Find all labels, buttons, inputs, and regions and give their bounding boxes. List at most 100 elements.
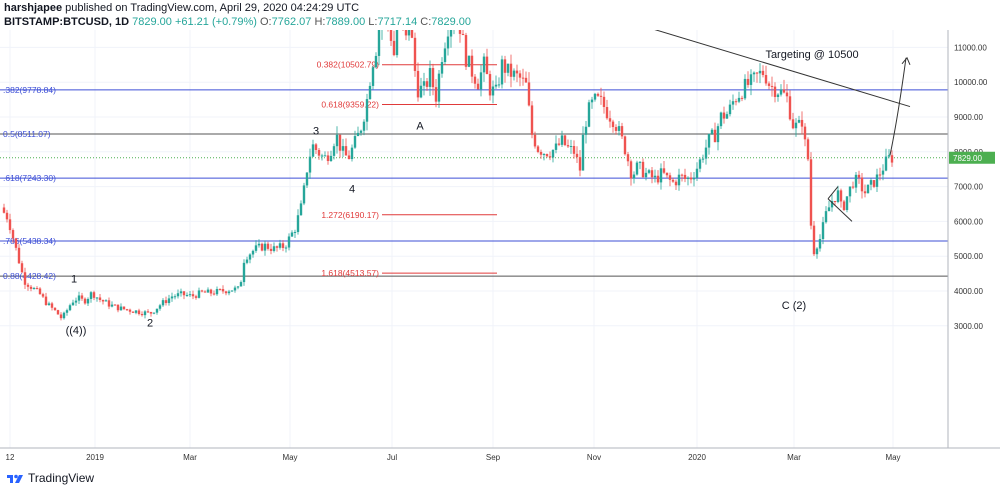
candle-body <box>503 59 507 73</box>
candle-body <box>767 83 771 86</box>
candle-body <box>509 63 513 77</box>
x-tick-label: Mar <box>183 453 197 462</box>
candle-body <box>794 122 798 129</box>
candle-body <box>134 310 138 313</box>
projection-arrowhead <box>901 56 911 66</box>
candle-body <box>533 134 537 147</box>
candle-body <box>707 133 711 148</box>
candle-body <box>206 289 210 293</box>
y-tick-label: 9000.00 <box>954 113 983 122</box>
price-chart[interactable]: .382(9778.84) .618(7243.30) .786(5438.34) 0… <box>0 30 1000 466</box>
low-value: 7717.14 <box>377 16 418 28</box>
candle-body <box>329 155 333 162</box>
candle-body <box>320 155 324 157</box>
candle-body <box>596 93 600 96</box>
candle-body <box>677 174 681 186</box>
candle-body <box>38 288 42 295</box>
x-tick-label: 12 <box>6 453 15 462</box>
candle-body <box>353 136 357 148</box>
candle-body <box>758 70 762 74</box>
candle-body <box>473 76 477 84</box>
candle-body <box>392 40 396 56</box>
open-label: O: <box>259 16 272 28</box>
candle-body <box>362 121 366 131</box>
candle-body <box>650 170 654 178</box>
candle-body <box>299 203 303 216</box>
candle-body <box>23 272 27 285</box>
symbol-label: BITSTAMP:BTCUSD, 1D <box>4 16 130 28</box>
candle-body <box>308 156 312 173</box>
candle-body <box>746 78 750 85</box>
candle-body <box>230 290 234 292</box>
candle-body <box>500 59 504 85</box>
candle-body <box>536 146 540 152</box>
candle-body <box>629 161 633 179</box>
candle-body <box>119 306 123 311</box>
candle-body <box>587 102 591 127</box>
candle-body <box>356 132 360 137</box>
candle-body <box>296 215 300 232</box>
candle-body <box>833 200 837 203</box>
candle-body <box>749 74 753 85</box>
candle-body <box>560 135 564 145</box>
candle-body <box>698 159 702 169</box>
candle-body <box>293 231 297 233</box>
tradingview-footer[interactable]: TradingView <box>6 471 94 485</box>
candle-body <box>464 35 468 67</box>
candle-body <box>347 155 351 160</box>
ohlc-line: BITSTAMP:BTCUSD, 1D 7829.00 +61.21 (+0.7… <box>4 16 471 28</box>
fib-red-label: 0.382(10502.79) <box>317 60 380 70</box>
candle-body <box>875 174 879 187</box>
last-price-tag <box>949 151 995 164</box>
fib-red-label: 1.618(4513.57) <box>321 268 379 278</box>
candle-body <box>368 85 372 100</box>
author-name[interactable]: harshjapee <box>4 2 63 14</box>
candle-body <box>407 30 411 36</box>
candle-body <box>818 239 822 249</box>
x-tick-label: Mar <box>787 453 801 462</box>
y-axis: 14000.0013000.0012000.0011000.0010000.00… <box>949 43 995 331</box>
candle-body <box>83 298 87 304</box>
candle-body <box>248 254 252 260</box>
plot-area <box>0 30 948 466</box>
candle-body <box>170 296 174 299</box>
candle-body <box>680 174 684 176</box>
candle-body <box>527 82 531 106</box>
candle-body <box>32 288 36 290</box>
fib-blue-label: .618(7243.30) <box>3 173 56 183</box>
candle-body <box>806 139 810 160</box>
wave-label: 4 <box>349 183 355 195</box>
candle-body <box>266 243 270 249</box>
candle-body <box>365 99 369 122</box>
candle-body <box>122 306 126 310</box>
candle-body <box>245 259 249 263</box>
candle-body <box>803 126 807 140</box>
candle-body <box>458 30 462 34</box>
candle-body <box>884 156 888 171</box>
candle-body <box>371 67 375 86</box>
x-tick-label: 2020 <box>688 453 706 462</box>
candle-body <box>431 68 435 88</box>
candle-body <box>620 126 624 137</box>
candle-body <box>704 147 708 159</box>
candle-body <box>653 175 657 178</box>
published-text: published on TradingView.com, April 29, … <box>65 2 360 14</box>
candle-body <box>56 310 60 315</box>
candle-body <box>689 177 693 180</box>
candles <box>2 30 894 321</box>
last-price-tag-label: 7829.00 <box>953 154 982 163</box>
candle-body <box>290 232 294 237</box>
wave-label: Targeting @ 10500 <box>765 49 858 61</box>
candle-body <box>143 311 147 316</box>
y-tick-label: 3000.00 <box>954 322 983 331</box>
candle-body <box>860 177 864 192</box>
candle-body <box>737 97 741 102</box>
candle-body <box>857 174 861 178</box>
candle-body <box>662 168 666 173</box>
wedge-lines <box>827 186 853 222</box>
y-tick-label: 10000.00 <box>954 78 988 87</box>
candle-body <box>578 157 582 171</box>
candle-body <box>890 155 894 163</box>
y-tick-label: 4000.00 <box>954 287 983 296</box>
candle-body <box>752 72 756 75</box>
